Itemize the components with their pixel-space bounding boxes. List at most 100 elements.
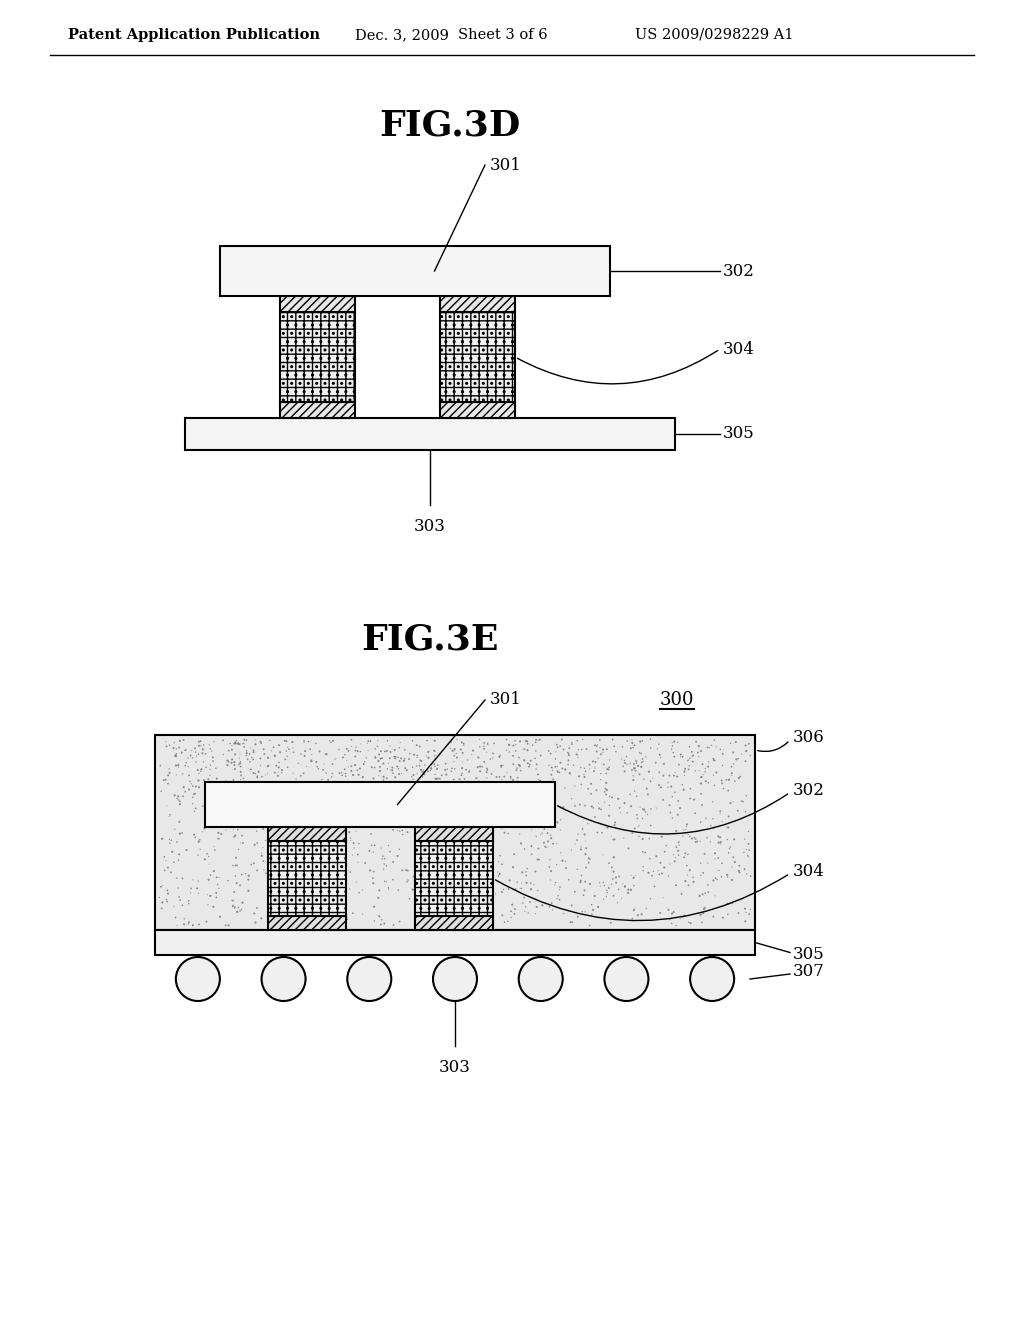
Point xyxy=(181,764,198,785)
Point xyxy=(308,809,325,830)
Point xyxy=(175,776,191,797)
Point xyxy=(712,826,728,847)
Point xyxy=(348,871,365,892)
Point xyxy=(330,774,346,795)
Point xyxy=(563,840,580,861)
Point xyxy=(297,746,313,767)
Point xyxy=(675,907,691,928)
Point xyxy=(267,814,284,836)
Point xyxy=(240,789,256,810)
Point xyxy=(666,766,682,787)
Point xyxy=(339,750,355,771)
Point xyxy=(426,883,442,904)
Point xyxy=(655,754,672,775)
Point xyxy=(578,838,594,859)
Point xyxy=(419,730,435,751)
Point xyxy=(406,744,422,766)
Point xyxy=(560,743,577,764)
Point xyxy=(720,817,736,838)
Point xyxy=(246,903,262,924)
Point xyxy=(652,747,669,768)
Point xyxy=(549,734,565,755)
Point xyxy=(680,824,696,845)
Point xyxy=(664,776,680,797)
Point xyxy=(317,780,334,801)
Point xyxy=(210,874,226,895)
Point xyxy=(437,754,454,775)
Point xyxy=(382,742,398,763)
Point xyxy=(200,808,216,829)
Point xyxy=(668,847,684,869)
Point xyxy=(664,903,680,924)
Point xyxy=(658,836,675,857)
Point xyxy=(322,873,338,894)
Point xyxy=(720,780,736,801)
Point xyxy=(477,882,494,903)
Point xyxy=(201,734,217,755)
Point xyxy=(290,752,306,774)
Point xyxy=(404,879,421,900)
Point xyxy=(284,837,300,858)
Point xyxy=(488,767,505,788)
Point xyxy=(623,865,639,886)
Point xyxy=(178,752,195,774)
Point xyxy=(562,764,579,785)
Bar xyxy=(440,312,515,403)
Point xyxy=(482,832,499,853)
Point xyxy=(380,878,396,899)
Point xyxy=(263,741,280,762)
Point xyxy=(297,741,313,762)
Point xyxy=(426,741,442,762)
Point xyxy=(724,857,740,878)
Point xyxy=(414,762,430,783)
Point xyxy=(540,830,556,851)
Point xyxy=(662,795,678,816)
Point xyxy=(442,738,459,759)
Point xyxy=(632,742,648,763)
Point xyxy=(373,838,389,859)
Point xyxy=(527,772,544,793)
Point xyxy=(230,896,247,917)
Point xyxy=(308,751,325,772)
Point xyxy=(627,865,643,886)
Point xyxy=(351,758,368,779)
Point xyxy=(627,760,643,781)
Point xyxy=(485,733,502,754)
Point xyxy=(425,886,441,907)
Point xyxy=(410,880,426,902)
Point xyxy=(227,847,244,869)
Point xyxy=(345,764,361,785)
Point xyxy=(222,733,239,754)
Point xyxy=(522,891,539,912)
Point xyxy=(719,817,735,838)
Point xyxy=(359,817,376,838)
Point xyxy=(623,796,639,817)
Point xyxy=(419,850,435,871)
Point xyxy=(730,800,746,821)
Point xyxy=(725,754,741,775)
Point xyxy=(367,911,383,932)
Point xyxy=(454,731,470,752)
Point xyxy=(254,845,270,866)
Point xyxy=(523,843,540,865)
Point xyxy=(456,911,472,932)
Point xyxy=(225,826,242,847)
Point xyxy=(374,909,390,931)
Point xyxy=(670,841,686,862)
Point xyxy=(602,912,618,933)
Point xyxy=(703,735,720,756)
Point xyxy=(660,866,677,887)
Point xyxy=(409,734,425,755)
Point xyxy=(676,762,692,783)
Point xyxy=(626,754,642,775)
Point xyxy=(371,781,387,803)
Point xyxy=(482,748,499,770)
Point xyxy=(561,738,578,759)
Point xyxy=(687,760,703,781)
Point xyxy=(606,814,623,836)
Point xyxy=(161,829,177,850)
Point xyxy=(557,851,573,873)
Point xyxy=(596,754,612,775)
Point xyxy=(237,729,253,750)
Point xyxy=(310,871,327,892)
